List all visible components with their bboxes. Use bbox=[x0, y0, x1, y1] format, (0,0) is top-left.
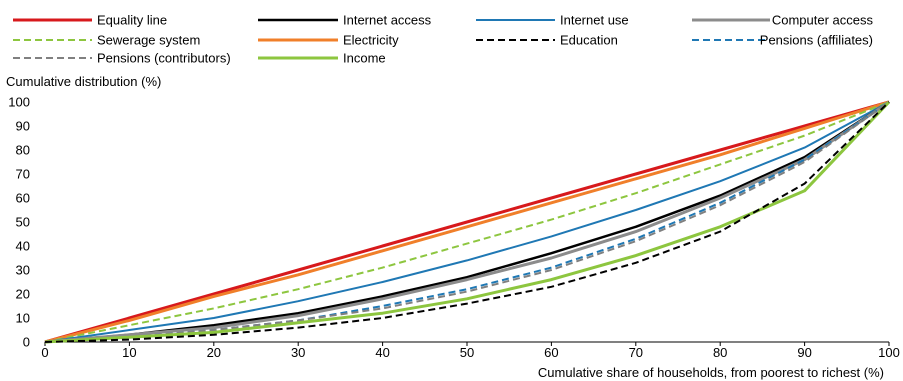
x-tick-label: 40 bbox=[375, 345, 389, 360]
x-tick-label: 30 bbox=[291, 345, 305, 360]
legend-label: Income bbox=[343, 51, 386, 66]
legend-item-internet-access: Internet access bbox=[258, 13, 432, 28]
x-tick-label: 90 bbox=[797, 345, 811, 360]
x-axis-label: Cumulative share of households, from poo… bbox=[538, 365, 884, 380]
legend-item-pensions-affiliates: Pensions (affiliates) bbox=[692, 33, 873, 48]
y-tick-label: 20 bbox=[16, 287, 30, 302]
y-tick-label: 50 bbox=[16, 215, 30, 230]
legend-item-equality-line: Equality line bbox=[13, 13, 167, 28]
x-tick-label: 20 bbox=[207, 345, 221, 360]
legend-item-education: Education bbox=[476, 33, 618, 48]
legend-item-computer-access: Computer access bbox=[692, 13, 873, 28]
series-line-computer-access bbox=[44, 100, 890, 344]
legend-label: Electricity bbox=[343, 33, 399, 48]
legend-label: Sewerage system bbox=[97, 33, 200, 48]
series-line-sewerage-system bbox=[44, 101, 890, 343]
legend-item-sewerage-system: Sewerage system bbox=[13, 33, 200, 48]
legend-label: Education bbox=[560, 33, 618, 48]
legend-item-pensions-contributors: Pensions (contributors) bbox=[13, 51, 231, 66]
legend-label: Internet access bbox=[343, 13, 432, 28]
x-tick-label: 70 bbox=[629, 345, 643, 360]
legend-label: Equality line bbox=[97, 13, 167, 28]
y-tick-label: 70 bbox=[16, 167, 30, 182]
series-line-internet-access bbox=[44, 100, 890, 344]
legend-item-electricity: Electricity bbox=[258, 33, 399, 48]
x-tick-label: 60 bbox=[544, 345, 558, 360]
series-line-internet-use bbox=[44, 101, 890, 343]
x-tick-label: 50 bbox=[460, 345, 474, 360]
series-line-education bbox=[44, 101, 890, 343]
y-tick-label: 30 bbox=[16, 263, 30, 278]
x-tick-label: 10 bbox=[122, 345, 136, 360]
legend-label: Pensions (contributors) bbox=[97, 51, 231, 66]
x-tick-label: 100 bbox=[878, 345, 900, 360]
x-tick-label: 80 bbox=[713, 345, 727, 360]
legend: Equality line Internet access Internet use… bbox=[13, 13, 873, 66]
legend-label: Pensions (affiliates) bbox=[760, 33, 873, 48]
y-tick-label: 40 bbox=[16, 239, 30, 254]
x-tick-label: 0 bbox=[41, 345, 48, 360]
series-line-electricity bbox=[44, 100, 890, 344]
legend-item-internet-use: Internet use bbox=[476, 13, 629, 28]
y-tick-label: 0 bbox=[23, 335, 30, 350]
legend-label: Computer access bbox=[772, 13, 874, 28]
series-group bbox=[44, 100, 891, 344]
y-tick-label: 10 bbox=[16, 311, 30, 326]
legend-label: Internet use bbox=[560, 13, 629, 28]
y-tick-label: 80 bbox=[16, 143, 30, 158]
y-tick-label: 90 bbox=[16, 119, 30, 134]
axes: 0 10 20 30 40 50 60 70 80 90 100 0 10 20 30 40 50 60 70 80 9… bbox=[8, 95, 900, 361]
y-tick-label: 100 bbox=[8, 95, 30, 110]
y-tick-label: 60 bbox=[16, 191, 30, 206]
legend-item-income: Income bbox=[258, 51, 386, 66]
y-axis-label: Cumulative distribution (%) bbox=[6, 74, 161, 89]
series-line-equality-line bbox=[44, 100, 890, 344]
